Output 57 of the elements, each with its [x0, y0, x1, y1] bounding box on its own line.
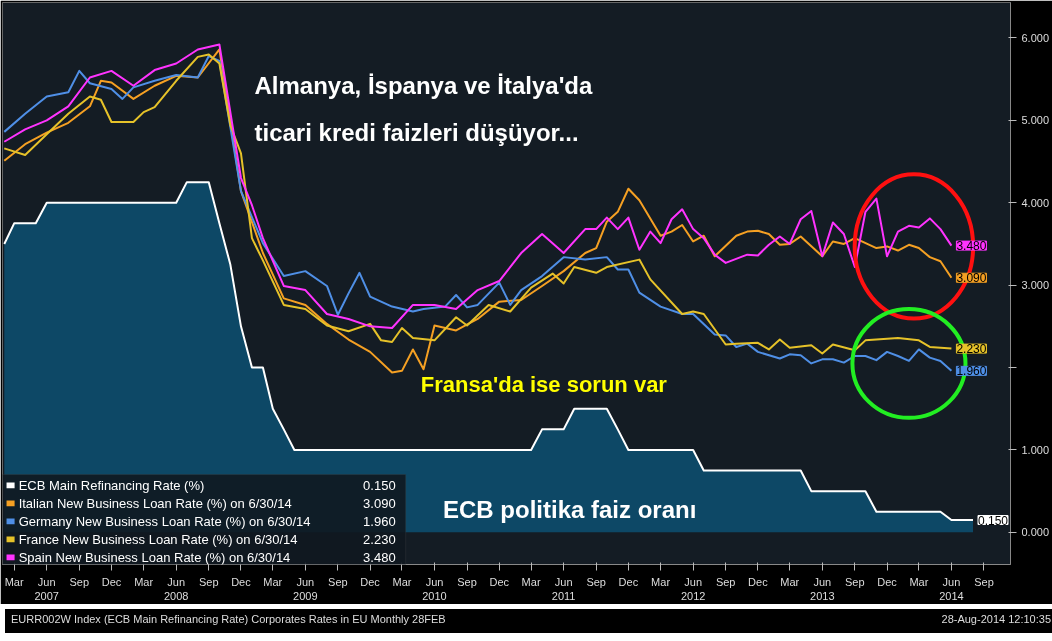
annotation: Almanya, İspanya ve İtalya'da ticari kredi faizleri düşüyor...: [254, 72, 594, 147]
legend-label: Germany New Business Loan Rate (%) on 6/30/14: [18, 513, 311, 529]
annotation: 3.480: [956, 239, 987, 254]
x-tick-label: Mar: [263, 575, 283, 588]
annotation: 1.960: [956, 364, 987, 379]
x-tick-label: Sep: [69, 575, 90, 588]
x-tick-label: Mar: [4, 575, 24, 588]
annotation: 0.150: [978, 513, 1009, 528]
x-tick-label: Jun 2011: [551, 575, 576, 602]
x-tick-label: Jun 2010: [422, 575, 447, 602]
x-tick-label: Mar: [909, 575, 929, 588]
text: 3.090: [363, 495, 396, 511]
y-tick-label: 6.000: [1021, 31, 1050, 44]
legend-label: Spain New Business Loan Rate (%) on 6/30/14: [18, 549, 291, 565]
x-tick-label: Jun 2012: [680, 575, 706, 602]
y-tick-label: 4.000: [1021, 196, 1050, 209]
text: 3.480: [363, 549, 396, 565]
x-tick-label: Dec: [231, 575, 252, 588]
annotation: 3.090: [956, 271, 987, 286]
text: 1.960: [363, 513, 396, 529]
x-tick-label: Jun 2007: [34, 575, 59, 602]
x-tick-label: Mar: [521, 575, 541, 588]
x-tick-label: Mar: [134, 575, 154, 588]
text: 0.150: [363, 477, 396, 493]
x-tick-label: Jun 2013: [810, 575, 835, 602]
y-tick-label: 1.000: [1021, 443, 1050, 456]
x-tick-label: Jun 2009: [293, 575, 318, 602]
text: 28-Aug-2014 12:10:35: [941, 612, 1051, 627]
text: 2.230: [363, 531, 396, 547]
text: EURR002W Index (ECB Main Refinancing Rate) Corporates Rates in EU Monthly 28FEB: [11, 612, 446, 627]
x-tick-label: Sep: [198, 575, 219, 588]
annotation: 2.230: [956, 342, 987, 357]
x-tick-label: Dec: [748, 575, 769, 588]
legend-label: Italian New Business Loan Rate (%) on 6/30/14: [18, 495, 292, 511]
x-tick-label: Sep: [457, 575, 477, 588]
x-tick-label: Sep: [328, 575, 348, 588]
x-tick-label: Jun 2008: [163, 575, 189, 602]
x-tick-label: Sep: [715, 575, 736, 588]
x-tick-label: Dec: [489, 575, 510, 588]
y-tick-label: 5.000: [1021, 114, 1050, 127]
annotation: ECB politika faiz oranı: [443, 496, 697, 524]
x-tick-label: Dec: [877, 575, 898, 588]
x-tick-label: Dec: [618, 575, 639, 588]
x-tick-label: Jun 2014: [939, 575, 964, 602]
x-tick-label: Dec: [360, 575, 381, 588]
x-tick-label: Dec: [101, 575, 122, 588]
x-tick-label: Mar: [780, 575, 800, 588]
x-tick-label: Sep: [974, 575, 994, 588]
legend-label: France New Business Loan Rate (%) on 6/30/14: [18, 531, 298, 547]
x-tick-label: Sep: [586, 575, 606, 588]
legend-label: ECB Main Refinancing Rate (%): [18, 477, 205, 493]
x-tick-label: Sep: [845, 575, 865, 588]
annotation: Fransa'da ise sorun var: [420, 372, 668, 398]
y-tick-label: 3.000: [1021, 279, 1050, 292]
x-tick-label: Mar: [392, 575, 412, 588]
y-tick-label: 0.000: [1021, 526, 1050, 539]
x-tick-label: Mar: [651, 575, 671, 588]
